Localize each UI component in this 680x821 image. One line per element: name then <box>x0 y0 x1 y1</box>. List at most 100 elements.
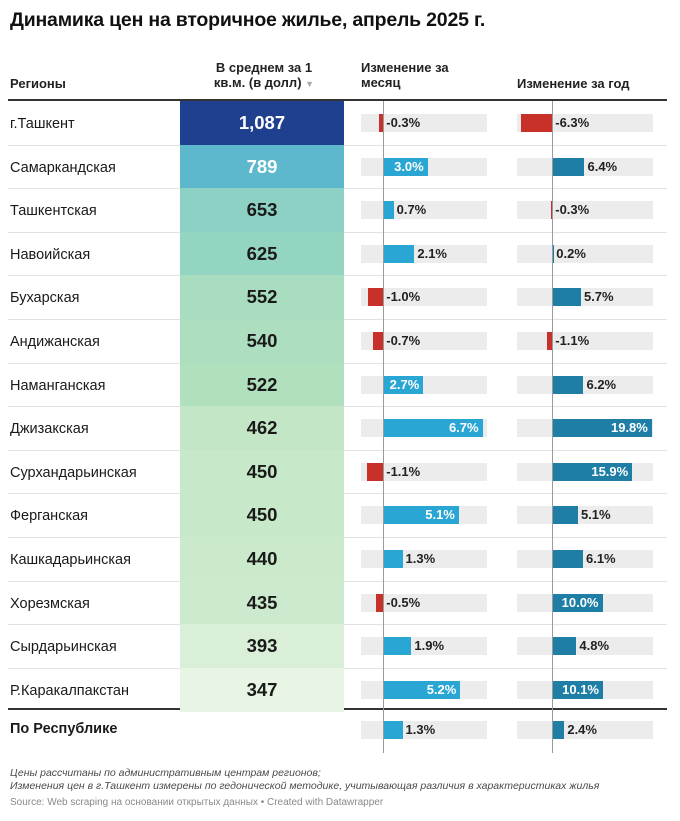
month-change-label: 1.9% <box>414 638 445 654</box>
year-change-track <box>517 506 653 525</box>
avg-price-cell: 653 <box>180 188 344 233</box>
year-change-bar <box>552 680 604 699</box>
chart-title: Динамика цен на вторичное жилье, апрель … <box>10 9 486 31</box>
year-change-label: 15.9% <box>591 463 629 479</box>
header-month-change: Изменение за месяц <box>361 60 449 90</box>
region-name: Хорезмская <box>10 595 90 612</box>
month-change-label: 6.7% <box>448 420 479 436</box>
year-change-track <box>517 244 653 263</box>
month-change-label: 1.3% <box>405 551 436 566</box>
year-change-bar <box>552 288 581 307</box>
year-change-label: -1.1% <box>555 333 590 348</box>
header-month-line1: Изменение за <box>361 60 449 75</box>
avg-price-cell: 540 <box>180 319 344 364</box>
header-year-change: Изменение за год <box>517 76 630 91</box>
year-change-label: 4.8% <box>579 638 610 654</box>
region-name: Самаркандская <box>10 159 116 176</box>
avg-price-cell: 789 <box>180 144 344 189</box>
month-change-label: 5.2% <box>426 681 457 697</box>
year-change-label: 5.7% <box>583 289 614 305</box>
avg-price-cell: 393 <box>180 624 344 669</box>
year-change-bar <box>552 593 603 612</box>
month-change-track <box>361 114 487 132</box>
month-change-label: 2.1% <box>417 245 447 261</box>
year-change-bar <box>552 244 555 263</box>
month-change-track <box>361 462 487 481</box>
month-change-bar <box>366 462 384 481</box>
header-avg-line2: кв.м. (в долл) <box>213 75 302 90</box>
avg-price-cell: 450 <box>180 493 344 538</box>
year-change-bar <box>552 637 577 656</box>
year-change-bar <box>552 506 578 525</box>
month-change-bar <box>383 550 403 568</box>
year-change-label: 6.1% <box>585 551 616 566</box>
year-change-label: -6.3% <box>555 115 590 130</box>
year-change-label: -0.3% <box>555 202 590 218</box>
region-name: г.Ташкент <box>10 116 75 132</box>
year-change-bar <box>546 332 553 350</box>
month-change-bar <box>383 680 461 699</box>
month-change-label: 3.0% <box>394 158 424 174</box>
total-year-change-label: 2.4% <box>567 722 597 737</box>
header-month-line2: месяц <box>361 75 401 90</box>
sort-desc-icon[interactable]: ▼ <box>305 79 315 89</box>
year-change-track <box>517 550 653 568</box>
region-name: Ферганская <box>10 508 89 525</box>
month-change-bar <box>378 114 384 132</box>
month-change-label: -0.7% <box>386 333 421 348</box>
month-change-label: 0.7% <box>396 202 427 218</box>
header-avg-price[interactable]: В среднем за 1 кв.м. (в долл) ▼ <box>184 60 344 92</box>
region-name: Наманганская <box>10 377 106 394</box>
avg-price-cell: 1,087 <box>180 101 344 146</box>
header-region: Регионы <box>10 76 66 91</box>
year-change-track <box>517 375 653 394</box>
month-change-label: -0.5% <box>386 594 421 610</box>
month-change-bar <box>383 157 428 176</box>
year-change-track <box>517 288 653 307</box>
total-region-label: По Республике <box>10 721 118 737</box>
avg-price-cell: 552 <box>180 275 344 320</box>
year-change-track <box>517 157 653 176</box>
year-change-label: 10.0% <box>561 594 599 610</box>
header-divider <box>8 99 667 101</box>
year-change-bar <box>552 157 585 176</box>
year-change-bar <box>552 419 652 438</box>
year-change-bar <box>552 375 584 394</box>
total-month-zero-line <box>383 710 385 753</box>
region-name: Бухарская <box>10 290 80 307</box>
region-name: Андижанская <box>10 334 100 350</box>
year-change-track <box>517 637 653 656</box>
total-month-change-label: 1.3% <box>405 722 436 737</box>
region-name: Сурхандарьинская <box>10 464 137 481</box>
year-change-label: 6.2% <box>586 376 617 392</box>
month-change-track <box>361 593 487 612</box>
year-change-label: 19.8% <box>610 420 648 436</box>
header-avg-line1: В среднем за 1 <box>215 60 313 75</box>
year-change-bar <box>552 462 633 481</box>
avg-price-cell: 462 <box>180 406 344 451</box>
month-change-bar <box>383 506 459 525</box>
year-change-label: 10.1% <box>562 681 599 697</box>
month-change-label: 5.1% <box>425 507 455 523</box>
month-change-track <box>361 288 487 307</box>
region-name: Р.Каракалпакстан <box>10 682 130 699</box>
year-change-label: 0.2% <box>556 245 586 261</box>
month-change-bar <box>383 419 483 438</box>
region-name: Навоийская <box>10 246 91 263</box>
region-name: Сырдарьинская <box>10 639 117 656</box>
region-name: Кашкадарьинская <box>10 552 131 568</box>
month-change-bar <box>368 288 384 307</box>
avg-price-cell: 440 <box>180 537 344 582</box>
month-change-bar <box>372 332 384 350</box>
month-change-label: -1.1% <box>386 463 421 479</box>
total-year-change-bar <box>552 721 565 739</box>
region-name: Ташкентская <box>10 203 97 220</box>
total-year-change-track <box>517 721 653 739</box>
month-zero-line <box>383 101 385 712</box>
avg-price-cell: 522 <box>180 362 344 407</box>
year-zero-line <box>552 101 554 712</box>
avg-price-cell: 435 <box>180 580 344 625</box>
avg-price-cell: 625 <box>180 231 344 276</box>
footnote-line2: Изменения цен в г.Ташкент измерены по ге… <box>10 780 600 792</box>
month-change-bar <box>383 201 394 220</box>
